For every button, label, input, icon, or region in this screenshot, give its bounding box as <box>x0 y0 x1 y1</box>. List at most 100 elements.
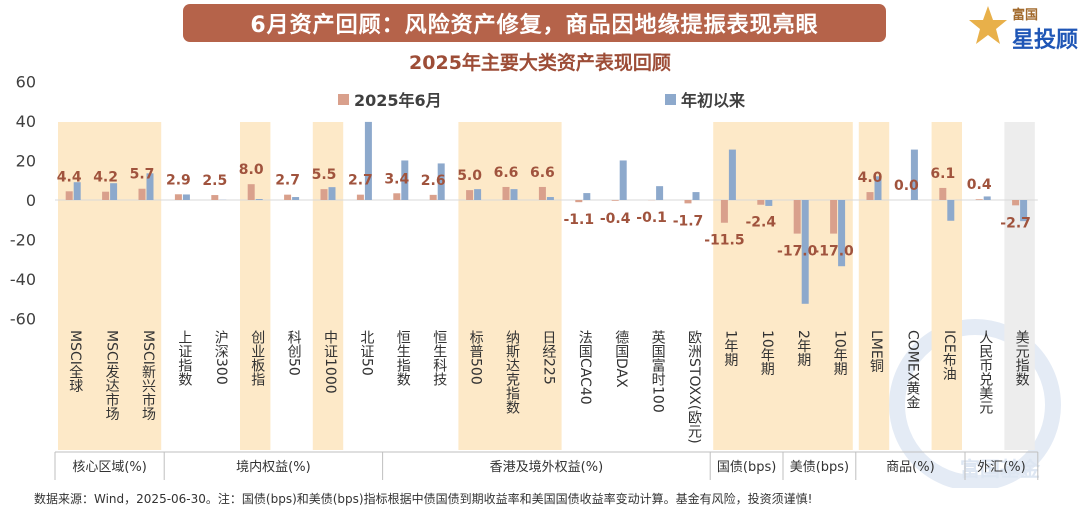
bar-june <box>1012 200 1020 206</box>
group-label: 外汇(%) <box>977 460 1026 475</box>
category-label: 标普500 <box>468 330 484 385</box>
category-label: 2年期 <box>795 330 811 368</box>
brand-logo <box>969 6 1007 44</box>
chart-title: 2025年主要大类资产表现回顾 <box>409 52 671 74</box>
bar-ytd <box>437 163 445 200</box>
category-label: 1年期 <box>722 330 738 368</box>
group-label: 香港及境外权益(%) <box>490 459 604 475</box>
group-label: 境内权益(%) <box>236 459 311 475</box>
category-label: MSCI新兴市场 <box>140 330 156 422</box>
category-label: 沪深300 <box>213 330 229 385</box>
category-label: 欧洲STOXX(欧元) <box>686 330 702 444</box>
category-label: 日经225 <box>540 330 556 385</box>
category-label: 科创50 <box>286 330 302 376</box>
bar-june <box>138 188 146 200</box>
bar-june <box>174 194 182 200</box>
category-label: LME铜 <box>868 330 884 374</box>
category-label: 北证50 <box>358 330 374 376</box>
category-label: 法国CAC40 <box>577 330 593 405</box>
highlight-band <box>713 122 853 450</box>
bar-chart: 富国基金 60 40 20 0 -20 -40 -60 4.4 4.2 5.7 2.9 2.5 8.0 2.… <box>10 72 1061 488</box>
brand-name-top: 富国 <box>1012 8 1039 23</box>
bar-ytd <box>182 194 190 200</box>
data-label: -0.4 <box>600 211 631 227</box>
data-label: 0.4 <box>967 177 992 193</box>
category-label: 英国富时100 <box>650 329 666 412</box>
legend-swatch <box>338 94 349 105</box>
bar-ytd <box>765 200 773 206</box>
bar-ytd <box>73 182 81 200</box>
bar-june <box>720 200 728 223</box>
y-tick-label: 0 <box>26 191 36 210</box>
bar-june <box>866 192 874 200</box>
category-label: 中证1000 <box>322 330 338 394</box>
bar-june <box>684 200 692 204</box>
bar-ytd <box>110 183 118 200</box>
highlight-band <box>1004 122 1035 450</box>
data-label: 4.0 <box>858 170 883 186</box>
bar-ytd <box>983 196 991 200</box>
data-label: 4.2 <box>93 170 118 186</box>
group-label: 美债(bps) <box>790 460 849 475</box>
group-label: 核心区域(%) <box>72 460 147 475</box>
bar-ytd <box>801 200 809 304</box>
category-label: 美元指数 <box>1014 330 1030 386</box>
y-tick-label: 20 <box>16 151 36 170</box>
y-tick-label: 40 <box>16 112 36 131</box>
bar-june <box>429 194 437 200</box>
data-label: 2.6 <box>421 173 446 189</box>
data-label: 8.0 <box>239 162 264 178</box>
category-label: ICE布油 <box>941 330 957 381</box>
legend-swatch <box>665 94 676 105</box>
bar-ytd <box>546 197 554 200</box>
category-label: 德国DAX <box>613 330 629 388</box>
data-label: 3.4 <box>384 171 409 187</box>
category-label: 上证指数 <box>176 330 192 386</box>
bar-june <box>211 195 219 200</box>
bar-june <box>793 200 801 234</box>
bar-ytd <box>656 186 664 200</box>
bar-ytd <box>146 173 154 200</box>
data-label: -1.7 <box>673 213 704 229</box>
data-label: 5.0 <box>457 168 482 184</box>
category-label: 恒生科技 <box>431 330 447 387</box>
category-label: 纳斯达克指数 <box>504 330 520 414</box>
bar-june <box>939 187 947 200</box>
data-label: 0.0 <box>894 178 919 194</box>
y-tick-label: 60 <box>16 72 36 91</box>
highlight-band <box>931 122 962 450</box>
category-label: MSCI全球 <box>67 330 83 393</box>
bar-june <box>393 193 401 200</box>
data-label: -1.1 <box>563 212 594 228</box>
data-label: 5.5 <box>312 167 337 183</box>
bar-ytd <box>910 149 918 200</box>
data-label: -2.7 <box>1000 215 1031 231</box>
highlight-band <box>58 122 162 450</box>
data-label: 5.7 <box>130 167 155 183</box>
bar-june <box>575 200 583 203</box>
bar-ytd <box>474 189 482 200</box>
bar-june <box>538 186 546 200</box>
data-label: -17.0 <box>777 244 818 260</box>
bar-ytd <box>874 176 882 200</box>
data-label: -17.0 <box>813 244 854 260</box>
watermark-ring <box>889 319 1061 488</box>
category-label: 10年期 <box>832 330 848 377</box>
category-label: MSCI发达市场 <box>104 330 120 422</box>
bar-ytd <box>364 121 372 200</box>
title-banner: 6月资产回顾：风险资产修复，商品因地缘提振表现亮眼 <box>183 4 886 42</box>
bar-june <box>320 189 328 200</box>
data-label: -0.1 <box>636 210 667 226</box>
bar-ytd <box>583 193 591 200</box>
bar-ytd <box>947 200 955 221</box>
highlight-band <box>858 122 890 450</box>
bar-ytd <box>692 192 700 200</box>
bar-ytd <box>292 197 300 200</box>
bar-ytd <box>255 199 263 200</box>
bar-june <box>284 194 292 200</box>
legend-label: 2025年6月 <box>354 91 442 110</box>
category-label: 创业板指 <box>249 330 265 386</box>
data-label: 6.1 <box>930 166 955 182</box>
data-label: -11.5 <box>704 233 744 249</box>
data-label: 6.6 <box>530 165 555 181</box>
